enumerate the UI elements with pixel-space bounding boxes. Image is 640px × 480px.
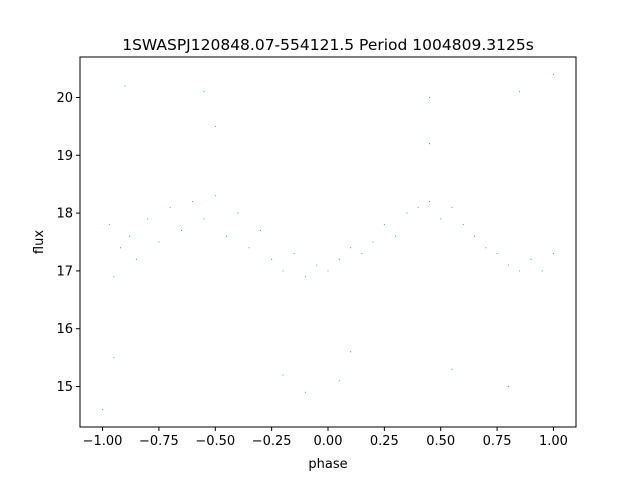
x-tick-label: −0.50 [195, 434, 235, 449]
data-point [519, 91, 521, 93]
data-point [350, 351, 352, 353]
data-point [102, 409, 104, 411]
data-point [327, 270, 329, 272]
data-point [496, 253, 498, 255]
data-point [519, 270, 521, 272]
data-point [485, 247, 487, 249]
data-point [271, 258, 273, 260]
data-point [440, 218, 442, 220]
data-point [462, 224, 464, 226]
y-tick-label: 15 [56, 380, 73, 395]
data-point [507, 385, 509, 388]
x-tick-label: 0.50 [426, 434, 455, 449]
data-point [108, 224, 110, 226]
data-point [417, 206, 419, 208]
data-point [282, 270, 284, 272]
data-point [428, 200, 431, 203]
chart-title: 1SWASPJ120848.07-554121.5 Period 1004809… [122, 36, 534, 54]
x-tick-label: 1.00 [539, 434, 568, 449]
data-point [147, 218, 149, 220]
data-point [552, 253, 554, 255]
data-point [372, 241, 374, 243]
data-point [316, 264, 318, 266]
data-point [237, 212, 239, 214]
data-point [338, 380, 340, 382]
data-point [180, 229, 182, 231]
points-layer [102, 73, 554, 411]
data-point [259, 229, 261, 231]
data-point [507, 264, 509, 266]
data-point [169, 206, 171, 208]
data-point [451, 206, 453, 208]
y-tick-label: 17 [56, 264, 73, 279]
x-tick-label: 0.75 [483, 434, 512, 449]
data-point [192, 200, 194, 203]
x-tick-label: −1.00 [83, 434, 123, 449]
data-point [530, 258, 532, 260]
data-point [214, 125, 216, 127]
data-point [350, 247, 352, 249]
data-point [248, 247, 250, 249]
data-point [129, 235, 131, 237]
data-point [113, 276, 115, 278]
data-point [383, 224, 385, 226]
data-point [428, 96, 431, 99]
data-point [541, 270, 543, 272]
data-point [361, 253, 363, 255]
x-tick-label: 0.25 [370, 434, 399, 449]
data-point [395, 235, 397, 237]
y-tick-label: 16 [56, 322, 73, 337]
y-axis-label: flux [32, 230, 47, 254]
data-point [124, 85, 126, 87]
data-point [428, 143, 431, 145]
y-tick-label: 20 [56, 91, 73, 106]
data-point [338, 258, 340, 260]
y-tick-label: 19 [56, 149, 73, 164]
data-point [158, 241, 160, 243]
x-tick-label: 0.00 [314, 434, 343, 449]
data-point [293, 253, 295, 255]
data-point [451, 368, 453, 370]
data-point [113, 357, 115, 359]
data-point [135, 258, 137, 260]
data-point [304, 276, 307, 278]
x-tick-label: −0.75 [139, 434, 179, 449]
data-point [552, 73, 554, 75]
y-axis: 15 16 17 18 19 20 [56, 91, 80, 395]
data-point [203, 218, 205, 220]
data-point [203, 91, 205, 93]
x-tick-label: −0.25 [252, 434, 292, 449]
x-axis-label: phase [308, 457, 347, 472]
data-point [304, 391, 307, 393]
data-point [406, 212, 408, 214]
data-point [214, 195, 216, 197]
x-axis: −1.00 −0.75 −0.50 −0.25 0.00 0.25 0.50 0.75 1.00 [83, 427, 568, 449]
data-point [226, 235, 228, 237]
data-point [282, 374, 284, 376]
y-tick-label: 18 [56, 207, 73, 222]
data-point [120, 247, 122, 249]
data-point [474, 235, 476, 237]
